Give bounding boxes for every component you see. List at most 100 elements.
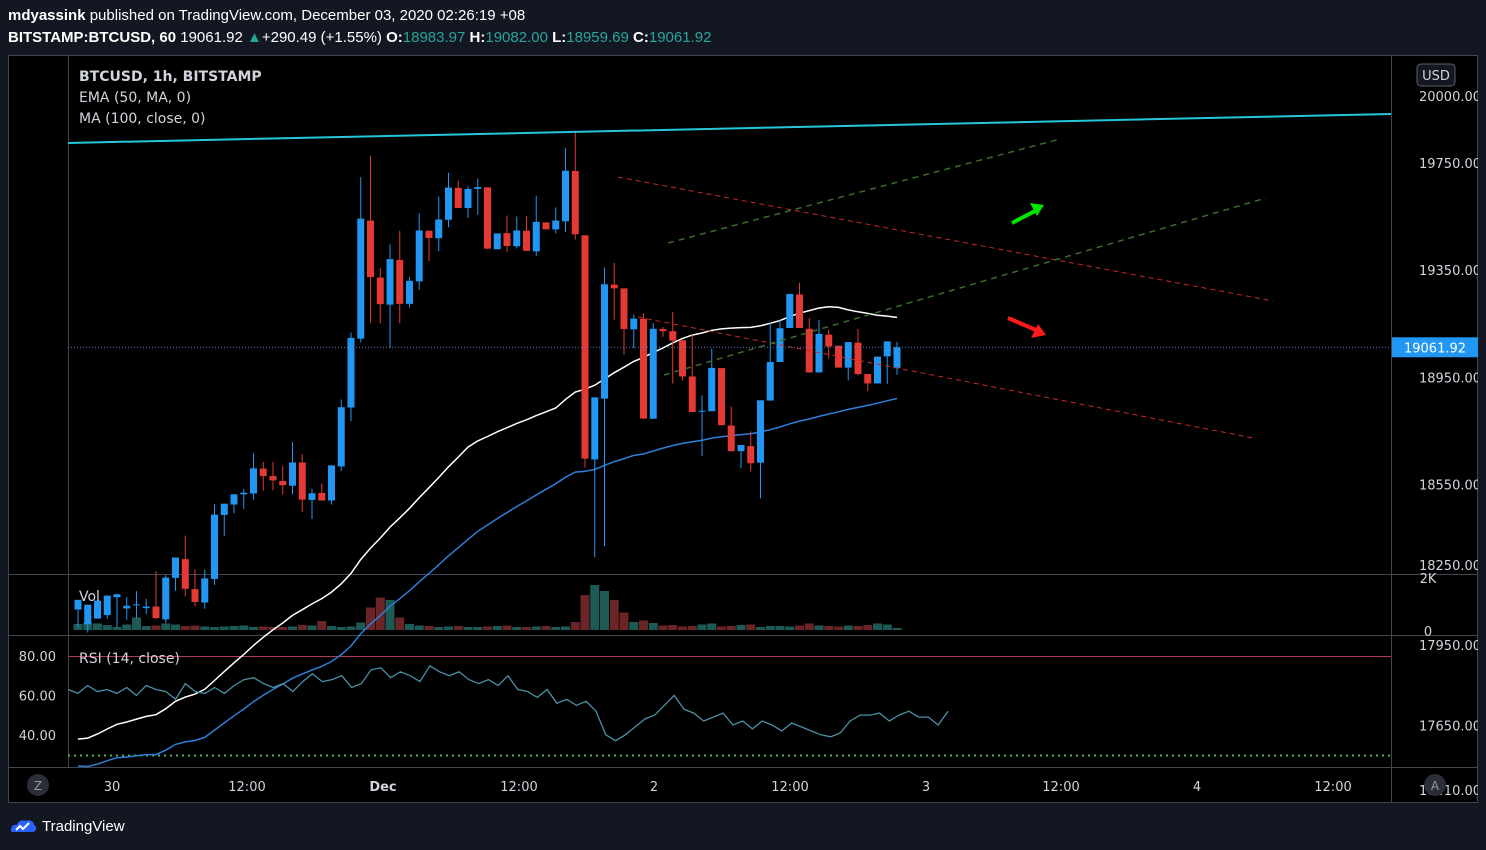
ma-legend[interactable]: MA (100, close, 0) <box>79 111 206 127</box>
volume-bar <box>141 626 151 630</box>
candle-body <box>718 368 725 426</box>
candle-body <box>874 356 881 384</box>
candle-body <box>328 465 335 501</box>
volume-bar <box>795 625 804 630</box>
candle-body <box>367 220 374 278</box>
volume-bar <box>346 626 356 630</box>
candle-body <box>172 557 179 578</box>
volume-bar <box>122 624 132 630</box>
bullish-arrow-head <box>1030 203 1044 216</box>
volume-bar <box>804 623 814 630</box>
close-key: C: <box>633 29 649 46</box>
volume-bar <box>561 626 570 630</box>
candle-body <box>523 230 530 251</box>
currency-button[interactable]: USD <box>1416 63 1456 87</box>
zoom-button[interactable]: Z <box>27 774 49 796</box>
volume-bar <box>307 625 317 630</box>
candle-body <box>74 599 82 610</box>
candle-body <box>406 280 413 304</box>
change-label: +290.49 (+1.55%) <box>261 29 382 46</box>
y-tick-label: 17650.00 <box>1419 719 1478 734</box>
candle-body <box>220 503 228 515</box>
volume-bar <box>551 627 561 630</box>
chart-canvas[interactable]: 20000.00 19750.00 19350.00 18950.00 18550.00… <box>8 55 1478 803</box>
candle-body <box>133 604 140 606</box>
candle-body <box>669 331 677 341</box>
low-value: 18959.69 <box>566 29 629 46</box>
up-channel-lower <box>663 197 1267 376</box>
candle-body <box>815 333 823 373</box>
volume-bar <box>600 591 609 630</box>
candle-body <box>513 230 521 247</box>
candle-body <box>854 342 862 375</box>
volume-bar <box>132 617 141 630</box>
volume-bar <box>590 585 600 630</box>
last-price-label: 19061.92 <box>180 29 243 46</box>
volume-bar <box>834 626 843 630</box>
volume-bar <box>268 627 278 630</box>
volume-bar <box>765 626 775 630</box>
volume-bar <box>785 626 795 630</box>
candle-body <box>162 577 170 620</box>
down-channel-upper <box>617 176 1274 302</box>
candle-body <box>396 259 404 304</box>
rsi-tick-label: 80.00 <box>19 650 56 665</box>
candle-body <box>757 400 764 463</box>
volume-bar <box>414 625 424 630</box>
ema-legend[interactable]: EMA (50, MA, 0) <box>79 90 191 106</box>
volume-bar <box>775 626 785 630</box>
up-arrow-icon: ▲ <box>246 29 262 46</box>
symbol-label: BITSTAMP:BTCUSD, 60 <box>8 29 177 46</box>
volume-bar <box>531 626 541 630</box>
volume-bar <box>512 627 522 630</box>
candle-body <box>698 410 706 412</box>
currency-label: USD <box>1422 69 1450 84</box>
y-tick-label: 18950.00 <box>1419 371 1478 386</box>
candle-body <box>542 222 550 230</box>
volume-bar <box>278 627 288 630</box>
x-tick-label: 2 <box>650 780 658 795</box>
volume-bar <box>249 627 258 630</box>
volume-bar <box>580 595 590 630</box>
tradingview-footer[interactable]: TradingView <box>8 816 125 836</box>
down-channel-lower <box>637 316 1254 439</box>
candle-body <box>571 171 579 235</box>
ohlc-header: BITSTAMP:BTCUSD, 60 19061.92 ▲+290.49 (+… <box>8 29 711 46</box>
auto-scale-button[interactable]: A <box>1424 774 1446 796</box>
bearish-arrow <box>1007 316 1037 332</box>
candle-body <box>883 341 891 357</box>
candle-body <box>259 468 267 477</box>
volume-bar <box>453 626 463 630</box>
candle-body <box>493 233 501 250</box>
candle-body <box>727 425 735 452</box>
volume-bar <box>93 623 102 630</box>
volume-bar <box>843 625 853 630</box>
volume-bar <box>434 627 444 630</box>
candle-body <box>211 514 218 579</box>
rsi-legend[interactable]: RSI (14, close) <box>79 651 180 667</box>
rsi-tick-label: 60.00 <box>19 689 56 704</box>
volume-bar <box>609 600 619 630</box>
volume-bar <box>200 626 210 630</box>
volume-bar <box>385 600 395 630</box>
candles <box>74 130 901 633</box>
candle-body <box>201 578 209 603</box>
candle-body <box>445 187 452 220</box>
author-name[interactable]: mdyassink <box>8 7 86 24</box>
volume-bar <box>687 626 697 630</box>
auto-label: A <box>1431 779 1440 793</box>
candle-body <box>191 589 199 602</box>
volume-bar <box>424 626 434 630</box>
x-tick-label: 12:00 <box>1042 780 1079 795</box>
volume-bar <box>882 624 892 630</box>
resistance-trendline <box>67 113 1392 144</box>
candle-body <box>347 337 355 408</box>
candle-body <box>659 329 667 332</box>
volume-bar <box>210 627 219 630</box>
ema-line <box>77 306 898 740</box>
volume-legend[interactable]: Vol <box>79 589 100 605</box>
x-tick-label: 12:00 <box>1314 780 1351 795</box>
candle-body <box>318 492 326 501</box>
volume-bar <box>288 626 297 630</box>
candle-body <box>484 187 491 249</box>
